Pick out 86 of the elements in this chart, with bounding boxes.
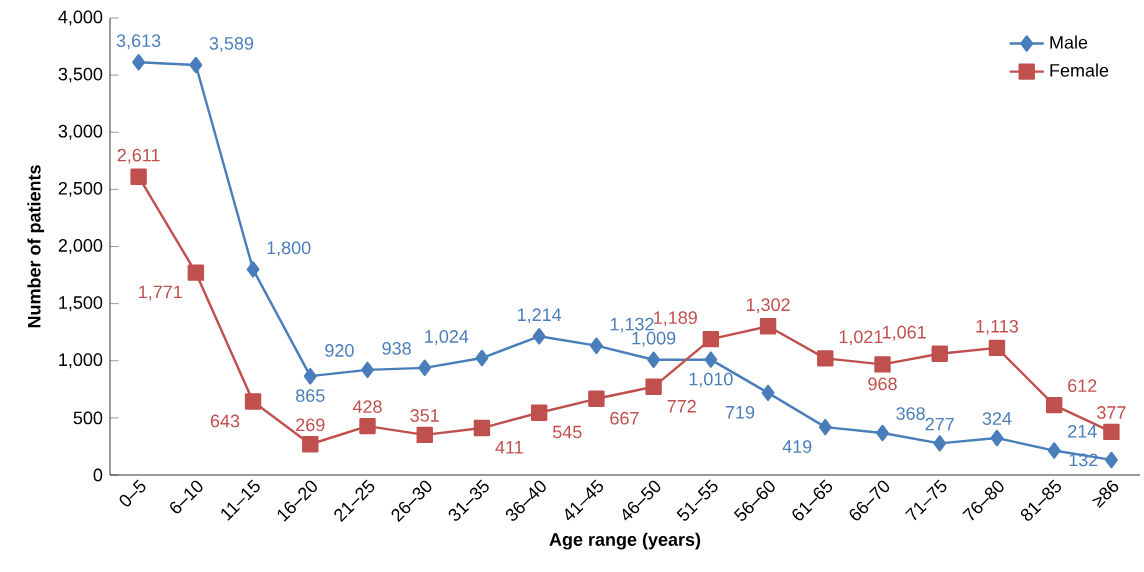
data-label: 3,589 xyxy=(209,37,254,52)
data-label: 1,061 xyxy=(883,325,926,341)
data-label: 368 xyxy=(896,407,925,420)
point xyxy=(130,168,147,185)
point xyxy=(1045,396,1063,414)
point xyxy=(187,264,205,281)
data-label: 214 xyxy=(1068,424,1097,438)
y-tick-label: 2,500 xyxy=(58,181,103,197)
point xyxy=(588,390,605,407)
data-label: 1,009 xyxy=(632,331,676,347)
point xyxy=(702,330,720,348)
data-label: 938 xyxy=(382,342,411,355)
point xyxy=(759,318,777,335)
point xyxy=(359,417,376,435)
point xyxy=(244,393,262,410)
point xyxy=(1103,423,1120,441)
data-label: 612 xyxy=(1068,379,1097,393)
point xyxy=(645,378,662,395)
point xyxy=(246,261,260,278)
data-label: 1,021 xyxy=(839,330,883,346)
x-tick-label: 0–5 xyxy=(119,479,146,507)
point xyxy=(589,337,603,354)
data-label: 1,214 xyxy=(518,308,562,324)
y-tick-label: 1,000 xyxy=(59,353,103,369)
data-label: 324 xyxy=(982,412,1012,425)
point xyxy=(704,351,718,368)
point xyxy=(416,426,433,444)
data-label: 1,010 xyxy=(689,372,733,388)
point xyxy=(933,435,947,452)
point xyxy=(647,351,661,368)
point xyxy=(361,361,374,379)
data-label: 351 xyxy=(410,409,439,422)
data-label: 643 xyxy=(210,414,240,428)
point xyxy=(532,328,546,345)
y-tick-label: 500 xyxy=(73,411,103,425)
data-label: 545 xyxy=(552,425,582,439)
data-label: 968 xyxy=(868,377,897,391)
point xyxy=(988,339,1006,357)
data-label: 269 xyxy=(296,418,325,432)
point xyxy=(302,436,319,453)
y-tick-label: 3,000 xyxy=(58,124,103,140)
point xyxy=(475,349,489,367)
y-tick-label: 0 xyxy=(93,468,103,482)
data-label: 2,611 xyxy=(117,148,160,164)
data-label: 1,189 xyxy=(654,311,697,327)
data-label: 1,302 xyxy=(746,298,790,314)
point xyxy=(189,56,203,74)
point xyxy=(874,356,891,373)
legend-label: Male xyxy=(1050,35,1088,49)
point xyxy=(817,350,834,367)
data-label: 419 xyxy=(782,440,812,453)
point xyxy=(418,359,432,377)
point xyxy=(303,367,317,385)
data-label: 377 xyxy=(1097,406,1126,419)
y-tick-label: 3,500 xyxy=(58,67,103,83)
point xyxy=(530,404,548,421)
point xyxy=(931,345,948,362)
point xyxy=(761,384,775,402)
x-tick-label: ≥86 xyxy=(1091,480,1119,509)
y-tick-label: 1,500 xyxy=(59,296,103,312)
x-axis-title: Age range (years) xyxy=(549,532,701,550)
data-label: 920 xyxy=(325,344,354,357)
point xyxy=(818,418,832,436)
legend-label: Female xyxy=(1050,63,1109,77)
point xyxy=(473,419,491,437)
data-label: 1,024 xyxy=(425,330,469,345)
point xyxy=(876,424,889,442)
data-label: 411 xyxy=(495,441,523,454)
y-tick-label: 4,000 xyxy=(58,10,103,26)
point xyxy=(132,54,146,71)
data-label: 719 xyxy=(725,405,755,419)
data-label: 1,800 xyxy=(267,241,311,257)
data-label: 667 xyxy=(610,411,639,425)
point xyxy=(990,429,1004,447)
point xyxy=(1047,442,1061,459)
data-label: 428 xyxy=(352,400,382,414)
data-label: 772 xyxy=(667,399,696,413)
y-axis-title: Number of patients xyxy=(27,165,45,328)
point xyxy=(1104,451,1118,469)
data-label: 865 xyxy=(296,389,325,402)
data-label: 277 xyxy=(925,417,954,431)
data-label: 1,132 xyxy=(610,317,654,333)
data-label: 3,613 xyxy=(116,34,161,50)
data-label: 1,771 xyxy=(139,285,182,301)
y-tick-label: 2,000 xyxy=(58,239,103,254)
data-label: 1,113 xyxy=(976,319,1019,335)
